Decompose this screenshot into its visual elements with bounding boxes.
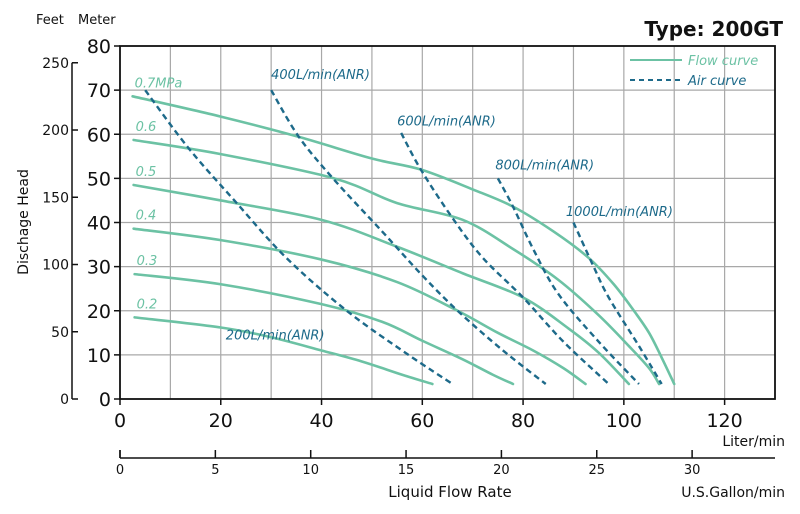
air-curve-600L/min(ANR) — [400, 132, 610, 385]
gallon-tick-label: 10 — [302, 463, 319, 478]
flow-curve-0.3 — [133, 272, 515, 386]
air-curve-label: 400L/min(ANR) — [271, 68, 370, 83]
y-tick-label: 70 — [87, 80, 111, 102]
y-tick-label: 50 — [87, 168, 111, 190]
y-tick-label: 80 — [87, 36, 111, 58]
gallon-tick-label: 0 — [116, 463, 124, 478]
feet-unit-label: Feet — [36, 13, 64, 28]
feet-tick-label: 150 — [42, 190, 69, 206]
feet-tick-label: 0 — [60, 392, 69, 408]
air-curve-800L/min(ANR) — [496, 177, 640, 385]
feet-tick-label: 100 — [42, 258, 69, 274]
gallon-tick-label: 25 — [588, 463, 605, 478]
labels: 0.7MPa 0.6 0.5 0.4 0.3 0.2 200L/min(ANR) 400L/m… — [135, 68, 673, 343]
flow-curve-label: 0.7MPa — [135, 76, 183, 91]
chart-title: Type: 200GT — [644, 17, 783, 41]
gallon-tick-label: 20 — [493, 463, 510, 478]
air-curve-label: 800L/min(ANR) — [495, 159, 594, 174]
legend-flow-label: Flow curve — [688, 54, 758, 69]
y-tick-label: 30 — [87, 257, 111, 279]
gallon-tick-label: 5 — [211, 463, 219, 478]
x-tick-label: 20 — [209, 410, 233, 432]
flow-curve-0.6 — [132, 138, 661, 386]
air-curve-1000L/min(ANR) — [572, 222, 663, 385]
x-axis-label: Liquid Flow Rate — [388, 483, 511, 501]
flow-curve-label: 0.6 — [136, 120, 157, 135]
air-curve-label: 200L/min(ANR) — [226, 328, 325, 343]
flow-curve-0.2 — [133, 316, 434, 386]
flow-curve-label: 0.3 — [137, 254, 158, 269]
gallon-tick-label: 30 — [684, 463, 701, 478]
flow-curve-0.5 — [132, 183, 631, 386]
y-tick-label: 60 — [87, 124, 111, 146]
y-tick-label: 40 — [87, 213, 111, 235]
air-curve-400L/min(ANR) — [270, 89, 547, 385]
y-tick-label: 10 — [87, 345, 111, 367]
legend-air-label: Air curve — [687, 74, 746, 89]
legend: Flow curve Air curve — [630, 54, 758, 89]
curves — [131, 89, 676, 386]
x-tick-label: 120 — [706, 410, 742, 432]
x-tick-label: 60 — [410, 410, 434, 432]
air-curve-200L/min(ANR) — [144, 89, 454, 385]
x-tick-label: 0 — [114, 410, 126, 432]
gallon-tick-label: 15 — [398, 463, 415, 478]
flow-curve-0.4 — [132, 227, 587, 386]
x-tick-label: 100 — [606, 410, 642, 432]
x-tick-label: 40 — [309, 410, 333, 432]
air-curve-label: 600L/min(ANR) — [397, 114, 496, 129]
flow-curve-label: 0.2 — [137, 297, 158, 312]
meter-unit-label: Meter — [78, 13, 116, 28]
y-axis-label: Dischage Head — [16, 169, 32, 275]
feet-tick-label: 250 — [42, 56, 69, 72]
flow-curve-label: 0.4 — [136, 209, 157, 224]
grid — [120, 46, 775, 399]
x-unit-primary: Liter/min — [722, 434, 785, 450]
x-unit-secondary: U.S.Gallon/min — [681, 485, 785, 501]
x-tick-label: 80 — [511, 410, 535, 432]
air-curve-label: 1000L/min(ANR) — [566, 205, 673, 220]
y-tick-label: 0 — [99, 389, 111, 411]
feet-tick-label: 50 — [51, 325, 69, 341]
axes: 0 20 40 60 80 100 1200102030405060708005010015… — [42, 36, 776, 478]
y-tick-label: 20 — [87, 301, 111, 323]
flow-curve-label: 0.5 — [136, 165, 157, 180]
feet-tick-label: 200 — [42, 123, 69, 139]
